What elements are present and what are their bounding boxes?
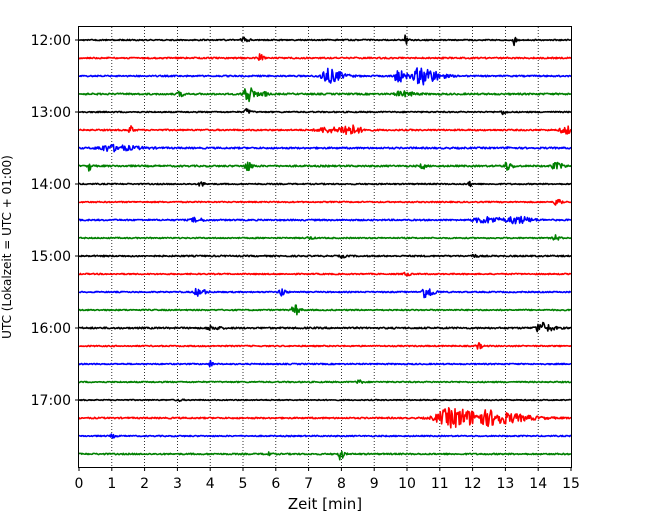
trace-line [78, 321, 572, 333]
y-tick-label: 15:00 [31, 249, 71, 265]
y-axis: 12:00 13:00 14:00 15:00 16:00 17:00 [31, 33, 79, 409]
x-tick-label: 5 [239, 476, 248, 492]
trace-line [78, 271, 572, 277]
y-axis-label: UTC (Lokalzeit = UTC + 01:00) [0, 155, 14, 339]
y-tick-label: 14:00 [31, 177, 71, 193]
trace-line [78, 198, 572, 206]
x-tick-label: 2 [140, 476, 149, 492]
y-tick-label: 12:00 [31, 33, 71, 49]
x-tick-label: 4 [206, 476, 215, 492]
trace-line [78, 398, 572, 403]
x-tick-label: 14 [529, 476, 547, 492]
trace-line [78, 107, 572, 116]
y-tick-label: 17:00 [31, 393, 71, 409]
trace-line [78, 180, 572, 188]
trace-line [78, 433, 572, 439]
x-tick-label: 1 [107, 476, 116, 492]
x-tick-label: 12 [464, 476, 482, 492]
trace-line [78, 450, 572, 461]
trace-line [78, 124, 572, 136]
trace-line [78, 161, 572, 172]
y-tick-label: 13:00 [31, 105, 71, 121]
x-tick-label: 13 [496, 476, 514, 492]
x-tick-label: 8 [337, 476, 346, 492]
trace-line [78, 234, 572, 241]
trace-line [78, 379, 572, 384]
trace-line [78, 287, 572, 299]
x-tick-label: 9 [370, 476, 379, 492]
x-axis-label: Zeit [min] [288, 495, 362, 513]
trace-line [78, 341, 572, 350]
x-tick-label: 0 [75, 476, 84, 492]
x-tick-label: 7 [304, 476, 313, 492]
trace-line [78, 359, 572, 368]
x-tick-label: 15 [562, 476, 580, 492]
y-tick-label: 16:00 [31, 321, 71, 337]
plot-frame [78, 26, 572, 468]
trace-line [78, 87, 572, 103]
trace-line [78, 53, 572, 61]
grid-lines [111, 27, 539, 467]
x-tick-label: 10 [398, 476, 416, 492]
trace-line [78, 215, 572, 225]
x-tick-label: 11 [431, 476, 449, 492]
trace-group [78, 34, 572, 461]
trace-line [78, 407, 572, 429]
trace-line [78, 34, 572, 47]
x-tick-label: 3 [173, 476, 182, 492]
trace-line [78, 143, 572, 153]
trace-line [78, 67, 572, 86]
x-tick-label: 6 [271, 476, 280, 492]
x-axis: 0 1 2 3 4 5 6 7 8 9 10 11 12 13 14 15 [75, 467, 580, 492]
trace-line [78, 304, 572, 316]
trace-line [78, 253, 572, 259]
